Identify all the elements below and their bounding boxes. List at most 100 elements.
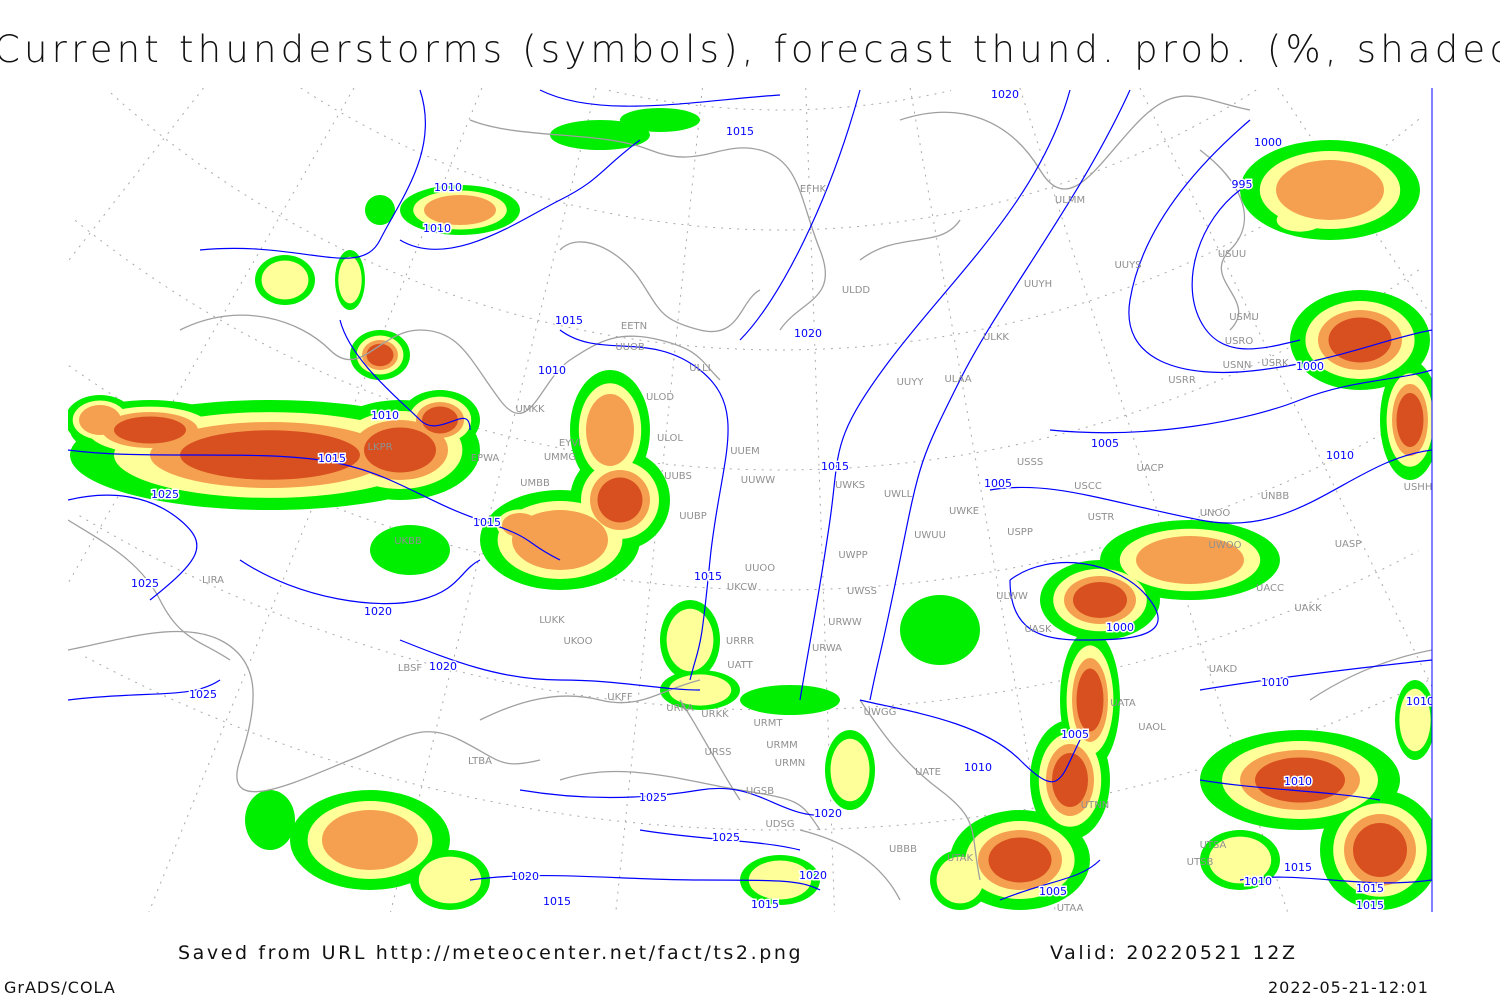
storm-probability-area [1399, 688, 1431, 752]
station-label: UTSB [1187, 857, 1214, 868]
isobar-label: 1015 [318, 452, 346, 465]
isobars [68, 89, 1432, 901]
station-label: UKBB [394, 536, 422, 547]
station-label: UMKK [515, 404, 545, 415]
station-label: UGSB [746, 786, 774, 797]
isobar-line [399, 139, 641, 250]
storm-probability-area [740, 685, 840, 715]
station-label: URMM [766, 740, 798, 751]
station-label: EYVI [559, 438, 581, 449]
station-label: UMMG [544, 452, 576, 463]
coastline [899, 95, 1251, 190]
station-label: UAKD [1209, 664, 1238, 675]
station-label: UAKK [1294, 603, 1322, 614]
station-label: UUBS [664, 471, 692, 482]
storm-probability-area [422, 406, 458, 434]
parallel-line [79, 515, 1419, 711]
station-label: UASK [1024, 624, 1052, 635]
station-label: URSS [705, 747, 732, 758]
meridian-line [68, 88, 204, 262]
station-label: UWGG [864, 707, 897, 718]
isobar-label: 1015 [473, 516, 501, 529]
station-label: URRR [726, 636, 754, 647]
storm-probability-area [586, 394, 634, 466]
storm-probability-area [1073, 582, 1127, 618]
station-label: UUYH [1024, 279, 1052, 290]
storm-probability-area [364, 427, 436, 473]
station-label: UNBB [1261, 491, 1290, 502]
station-label: UTAK [947, 853, 973, 864]
thunderstorm-probability-shading [68, 108, 1432, 910]
coastline [799, 829, 901, 901]
storm-probability-area [424, 195, 496, 225]
storm-probability-area [370, 525, 450, 575]
coastline [559, 770, 821, 831]
isobar-label: 1005 [1061, 728, 1089, 741]
isobar-line [339, 319, 471, 431]
station-label: LTBA [468, 756, 492, 767]
station-label: USSS [1017, 457, 1043, 468]
coastline [859, 699, 981, 881]
valid-time-text: Valid: 20220521 12Z [1050, 942, 1298, 964]
storm-probability-area [261, 260, 309, 300]
storm-probability-area [1396, 393, 1424, 447]
station-label: UDSG [765, 819, 794, 830]
isobar-line [1128, 119, 1432, 373]
storm-probability-area [1076, 668, 1104, 732]
isobar-line [399, 639, 701, 691]
station-label: ULDD [842, 285, 871, 296]
storm-probability-area [1208, 836, 1272, 884]
storm-probability-area [597, 477, 643, 523]
station-label: ULKK [983, 332, 1009, 343]
meridian-line [390, 88, 597, 912]
station-label: UACP [1137, 463, 1164, 474]
storm-probability-area [666, 608, 714, 672]
station-label: EETN [621, 321, 647, 332]
isobar-line [1049, 369, 1432, 434]
isobar-line [1199, 779, 1381, 801]
station-label: UWPP [838, 550, 867, 561]
storm-probability-area [114, 416, 186, 444]
station-label: USPP [1007, 527, 1033, 538]
storm-probability-area [338, 256, 362, 304]
station-label: UATA [1110, 698, 1136, 709]
station-label: EPWA [471, 453, 500, 464]
isobar-label: 1000 [1106, 621, 1134, 634]
coastline [469, 119, 827, 331]
station-label: UTSA [1200, 840, 1227, 851]
isobar-label: 1015 [1356, 899, 1384, 912]
isobar-line [999, 859, 1101, 901]
isobar-label: 1020 [364, 605, 392, 618]
isobar-label: 1015 [555, 314, 583, 327]
meridian-line [1019, 88, 1289, 912]
isobar-label: 1010 [1244, 875, 1272, 888]
station-label: ULOL [657, 433, 683, 444]
isobar-label: 1020 [794, 327, 822, 340]
isobar-label: 1020 [991, 88, 1019, 101]
isobar-labels: 1015 1010 1010 1015 1020 1010 1010 1015 1025 1015… [130, 88, 1433, 912]
isobar-label: 1025 [151, 488, 179, 501]
isobar-label: 1010 [1326, 449, 1354, 462]
station-labels: LKPR EPWA UMKK EYVI UMMG UMBB UKBB LIRA LBSF LUKK… [202, 184, 1433, 912]
station-label: UATT [727, 660, 753, 671]
coastline [559, 241, 761, 333]
isobar-line [199, 89, 426, 259]
isobar-line [68, 679, 221, 701]
isobar-label: 1020 [814, 807, 842, 820]
station-label: UMBB [520, 478, 550, 489]
station-label: UWSS [847, 586, 877, 597]
station-label: UUEM [730, 446, 760, 457]
parallel-line [300, 88, 1260, 231]
station-label: USHH [1404, 482, 1433, 493]
isobar-line [239, 559, 481, 605]
coastline [1199, 149, 1246, 331]
coastline [179, 314, 721, 415]
storm-probability-area [1328, 317, 1392, 363]
station-label: URMT [753, 718, 783, 729]
station-label: USTR [1088, 512, 1115, 523]
station-label: URKA [666, 703, 694, 714]
isobar-line [1009, 562, 1159, 641]
coastline [68, 519, 231, 661]
station-label: USCC [1074, 481, 1102, 492]
station-label: LIRA [202, 575, 224, 586]
